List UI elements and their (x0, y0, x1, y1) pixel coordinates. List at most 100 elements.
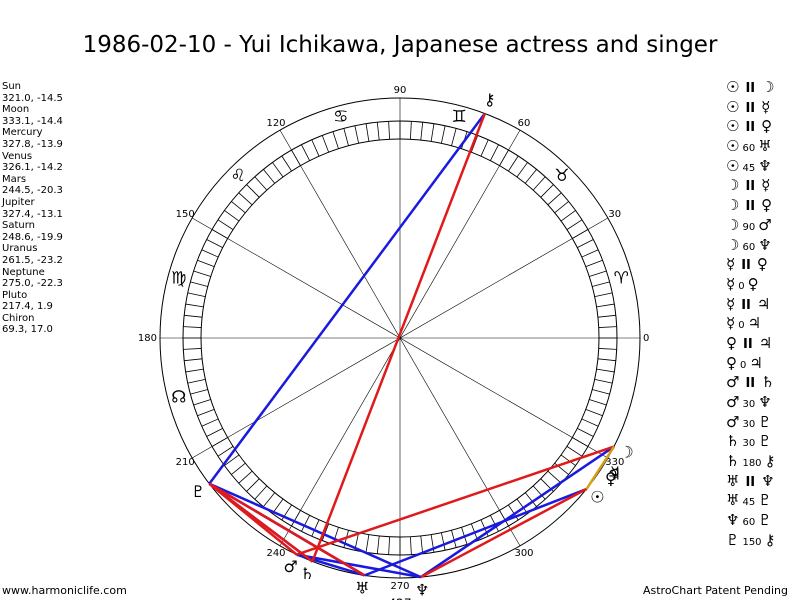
aspect-planet-glyph: ♂ (726, 393, 740, 411)
degree-tick (224, 210, 240, 222)
degree-tick (540, 184, 554, 198)
degree-tick (311, 519, 320, 537)
aspect-row: ☽ 90 ♂ (726, 216, 800, 236)
zodiac-sign-glyph: ☊ (171, 387, 186, 407)
degree-tick (184, 358, 203, 362)
degree-tick (598, 326, 617, 328)
aspect-row: ♀ II ♃ (726, 334, 800, 354)
aspect-angle: 60 (742, 241, 756, 253)
degree-tick (451, 128, 457, 146)
chart-title: 1986-02-10 - Yui Ichikawa, Japanese actr… (82, 32, 718, 58)
degree-tick (193, 399, 211, 406)
planet-coords: 326.1, -14.2 (2, 162, 63, 174)
planet-positions-list: Sun 321.0, -14.5 Moon 333.1, -14.4 Mercu… (2, 81, 63, 336)
degree-tick (193, 270, 211, 277)
aspect-angle: 30 (742, 418, 756, 430)
aspect-planet-glyph: ♀ (756, 255, 768, 274)
aspect-planet-glyph: ☽ (726, 176, 740, 195)
degree-label: 0 (643, 333, 649, 344)
aspect-row: ♅ 45 ♇ (726, 491, 800, 511)
planet-name: Jupiter (2, 196, 35, 208)
aspect-planet-glyph: ♇ (726, 530, 740, 549)
degree-tick (301, 515, 311, 532)
degree-tick (585, 259, 603, 268)
degree-tick (589, 270, 607, 277)
aspect-line-red (208, 482, 366, 577)
patent-note: AstroChart Patent Pending (642, 584, 788, 597)
aspect-planet-glyph: ♃ (756, 294, 771, 313)
planet-glyph: ♀ (605, 469, 617, 488)
aspect-angle: II (745, 120, 756, 136)
degree-label: 30 (608, 209, 621, 220)
degree-tick (410, 121, 412, 140)
degree-tick (430, 123, 435, 142)
aspect-row: ☿ 0 ♀ (726, 275, 800, 295)
zodiac-sign-glyph: ♍ (171, 269, 186, 289)
aspect-angle: 45 (742, 497, 756, 509)
aspect-planet-glyph: ♀ (726, 333, 737, 352)
planet-glyph: ♄ (300, 564, 314, 583)
degree-tick (560, 210, 576, 222)
degree-tick (376, 122, 380, 141)
degree-tick (238, 470, 253, 484)
aspect-planet-glyph: ☽ (726, 235, 740, 254)
planet-coords: 261.5, -23.2 (2, 254, 63, 266)
aspect-planet-glyph: ♆ (758, 393, 772, 411)
aspect-planet-glyph: ♀ (726, 353, 737, 372)
degree-tick (566, 219, 583, 230)
degree-tick (190, 389, 208, 395)
aspect-angle: II (745, 179, 756, 195)
aspect-planet-glyph: ♄ (726, 452, 740, 471)
degree-tick (577, 239, 594, 249)
site-url[interactable]: www.harmoniclife.com (2, 584, 127, 597)
degree-tick (263, 169, 276, 184)
degree-tick (246, 478, 260, 492)
degree-tick (272, 162, 284, 178)
aspect-row: ☉ 60 ♅ (726, 137, 800, 157)
degree-tick (532, 485, 546, 500)
degree-tick (516, 498, 528, 514)
aspect-planet-glyph: ☿ (761, 97, 771, 116)
degree-tick (598, 348, 617, 350)
degree-tick (420, 535, 424, 554)
aspect-planet-glyph: ♃ (758, 333, 773, 352)
aspect-planet-glyph: ☿ (726, 314, 736, 333)
degree-tick (524, 169, 537, 184)
aspect-angle: II (745, 100, 756, 116)
aspect-line-red (420, 487, 588, 579)
degree-tick (594, 378, 613, 384)
aspect-row: ♂ II ♄ (726, 373, 800, 393)
planet-name: Venus (2, 150, 33, 162)
degree-tick (566, 446, 583, 457)
degree-tick (254, 485, 268, 500)
degree-tick (592, 281, 610, 287)
degree-tick (254, 176, 268, 191)
aspect-planet-glyph: ☽ (726, 215, 740, 234)
aspect-angle: 30 (742, 438, 756, 450)
degree-tick (589, 399, 607, 406)
degree-tick (231, 201, 246, 214)
degree-tick (224, 454, 240, 466)
planet-glyph: ☿ (610, 463, 620, 482)
planet-coords: 275.0, -22.3 (2, 278, 63, 290)
aspect-row: ☽ II ♀ (726, 196, 800, 216)
degree-tick (489, 144, 499, 161)
aspect-line-red (208, 482, 314, 563)
aspect-angle: 150 (742, 536, 762, 548)
planet-glyph: ♇ (191, 482, 205, 501)
aspect-angle: 60 (742, 143, 756, 155)
planet-name: Saturn (2, 220, 36, 232)
aspect-angle: 0 (738, 280, 745, 292)
aspect-planet-glyph: ♇ (758, 511, 772, 530)
degree-tick (388, 536, 390, 555)
planet-glyph: ♂ (283, 557, 297, 576)
degree-tick (185, 368, 204, 373)
degree-tick (201, 418, 219, 427)
aspect-planet-glyph: ☽ (726, 196, 740, 215)
planet-coords: 248.6, -19.9 (2, 231, 63, 243)
degree-tick (581, 418, 599, 427)
degree-tick (187, 378, 206, 384)
aspect-line-blue (208, 112, 486, 485)
aspect-planet-glyph: ♆ (758, 235, 772, 254)
